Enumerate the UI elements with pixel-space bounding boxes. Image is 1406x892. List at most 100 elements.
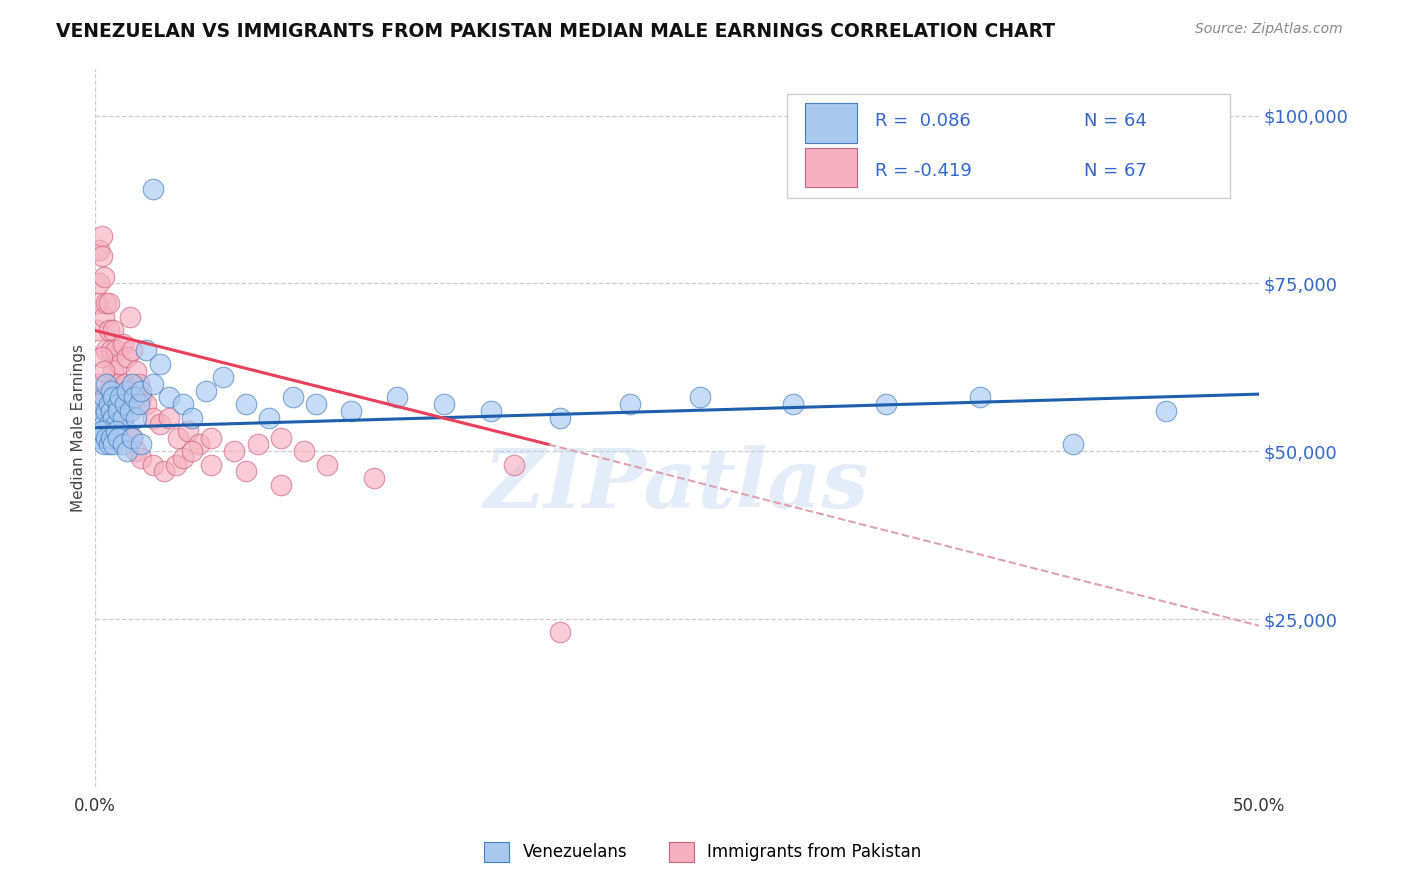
Point <box>100 343 122 358</box>
Point <box>188 437 211 451</box>
Point <box>89 277 111 291</box>
Point <box>157 410 180 425</box>
Point <box>118 310 141 324</box>
Point <box>90 250 112 264</box>
FancyBboxPatch shape <box>787 94 1230 198</box>
Point <box>100 384 122 398</box>
Point <box>111 437 134 451</box>
Text: Source: ZipAtlas.com: Source: ZipAtlas.com <box>1195 22 1343 37</box>
Point <box>104 343 127 358</box>
Point <box>107 377 129 392</box>
Point <box>115 350 138 364</box>
Point <box>502 458 524 472</box>
Point <box>97 417 120 432</box>
Point <box>89 243 111 257</box>
Point <box>111 410 134 425</box>
Point <box>142 182 165 196</box>
Point <box>211 370 233 384</box>
Point <box>167 431 190 445</box>
Point <box>107 404 129 418</box>
Point <box>165 458 187 472</box>
Point <box>103 323 125 337</box>
Point <box>363 471 385 485</box>
Point <box>104 424 127 438</box>
Point <box>172 397 194 411</box>
Point <box>550 625 572 640</box>
Point <box>93 391 115 405</box>
Point <box>96 377 118 392</box>
Point <box>96 404 118 418</box>
Point <box>270 477 292 491</box>
Point <box>281 391 304 405</box>
Point <box>305 397 328 411</box>
Point <box>90 410 112 425</box>
Point <box>689 391 711 405</box>
Point <box>181 410 204 425</box>
Point <box>86 417 108 432</box>
Point <box>86 296 108 310</box>
FancyBboxPatch shape <box>804 147 858 187</box>
Point <box>114 397 136 411</box>
Point <box>181 444 204 458</box>
Point <box>121 343 143 358</box>
Point <box>93 269 115 284</box>
Y-axis label: Median Male Earnings: Median Male Earnings <box>72 343 86 512</box>
Point <box>103 410 125 425</box>
Point <box>129 391 152 405</box>
Point <box>100 431 122 445</box>
Point <box>111 336 134 351</box>
Point <box>115 424 138 438</box>
Point <box>387 391 409 405</box>
Point <box>259 410 281 425</box>
Point <box>782 397 804 411</box>
Point <box>107 397 129 411</box>
Point <box>93 310 115 324</box>
Point <box>121 377 143 392</box>
Point <box>129 450 152 465</box>
Point <box>111 410 134 425</box>
Point <box>200 431 222 445</box>
Point <box>100 397 122 411</box>
Point <box>104 417 127 432</box>
Legend: Venezuelans, Immigrants from Pakistan: Venezuelans, Immigrants from Pakistan <box>477 833 929 871</box>
Text: ZIPatlas: ZIPatlas <box>484 445 869 525</box>
Point <box>90 229 112 244</box>
Point <box>121 431 143 445</box>
FancyBboxPatch shape <box>804 103 858 143</box>
Text: VENEZUELAN VS IMMIGRANTS FROM PAKISTAN MEDIAN MALE EARNINGS CORRELATION CHART: VENEZUELAN VS IMMIGRANTS FROM PAKISTAN M… <box>56 22 1056 41</box>
Point <box>142 458 165 472</box>
Point <box>200 458 222 472</box>
Point <box>433 397 456 411</box>
Text: N = 64: N = 64 <box>1084 112 1147 130</box>
Point <box>142 377 165 392</box>
Point <box>125 444 148 458</box>
Point <box>97 397 120 411</box>
Point <box>128 397 150 411</box>
Point <box>550 410 572 425</box>
Point <box>969 391 991 405</box>
Point <box>129 384 152 398</box>
Point <box>246 437 269 451</box>
Point <box>93 417 115 432</box>
Point <box>122 391 145 405</box>
Text: N = 67: N = 67 <box>1084 162 1147 180</box>
Point <box>104 404 127 418</box>
Point <box>157 391 180 405</box>
Point <box>135 397 157 411</box>
Point <box>235 464 257 478</box>
Point <box>339 404 361 418</box>
Point <box>108 357 131 371</box>
Point <box>89 377 111 392</box>
Point <box>93 437 115 451</box>
Point <box>103 391 125 405</box>
Point <box>97 404 120 418</box>
Point <box>96 343 118 358</box>
Point <box>128 377 150 392</box>
Point <box>224 444 246 458</box>
Point <box>316 458 339 472</box>
Point <box>103 363 125 377</box>
Point <box>90 424 112 438</box>
Point <box>125 410 148 425</box>
Text: R =  0.086: R = 0.086 <box>875 112 970 130</box>
Point <box>875 397 897 411</box>
